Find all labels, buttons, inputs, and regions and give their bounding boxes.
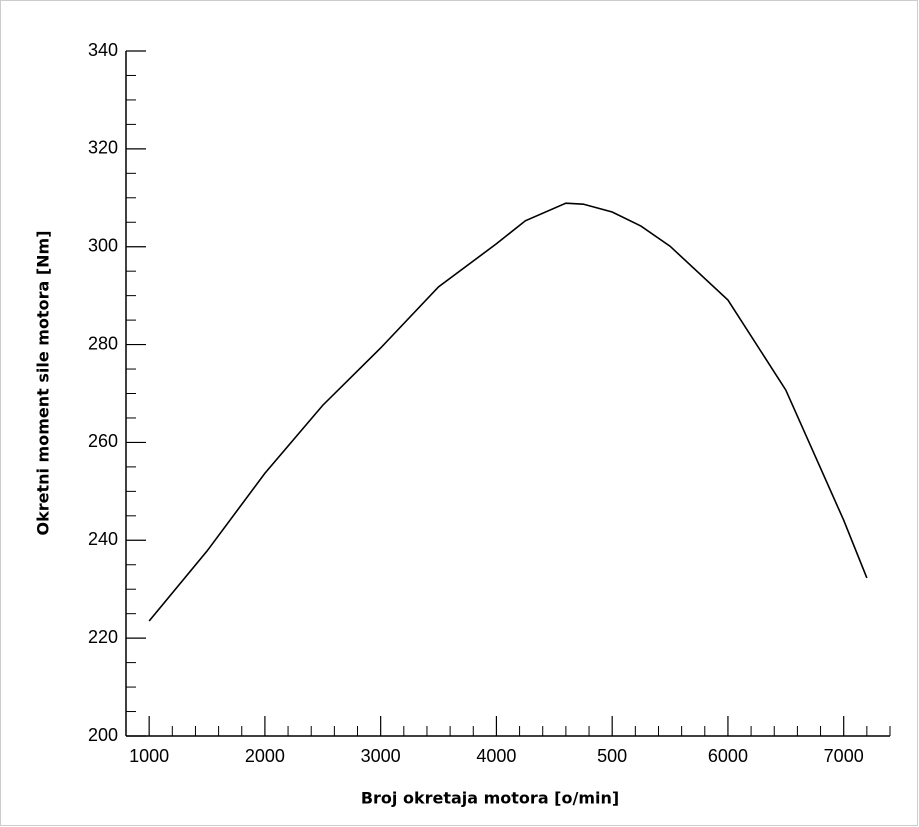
x-tick-label: 1000 xyxy=(129,746,169,766)
x-tick-label: 4000 xyxy=(476,746,516,766)
x-tick-label: 7000 xyxy=(824,746,864,766)
y-tick-label: 320 xyxy=(88,138,118,158)
x-tick-label: 6000 xyxy=(708,746,748,766)
y-tick-label: 200 xyxy=(88,725,118,745)
y-tick-label: 260 xyxy=(88,431,118,451)
y-tick-label: 300 xyxy=(88,235,118,255)
y-tick-label: 340 xyxy=(88,40,118,60)
x-tick-label: 2000 xyxy=(245,746,285,766)
data-line xyxy=(148,202,868,622)
x-tick-label: 500 xyxy=(597,746,627,766)
y-axis-label: Okretni moment sile motora [Nm] xyxy=(34,230,53,535)
y-tick-label: 220 xyxy=(88,627,118,647)
y-tick-label: 280 xyxy=(88,333,118,353)
y-tick-label: 240 xyxy=(88,529,118,549)
x-axis-label: Broj okretaja motora [o/min] xyxy=(361,789,619,808)
x-tick-label: 3000 xyxy=(361,746,401,766)
